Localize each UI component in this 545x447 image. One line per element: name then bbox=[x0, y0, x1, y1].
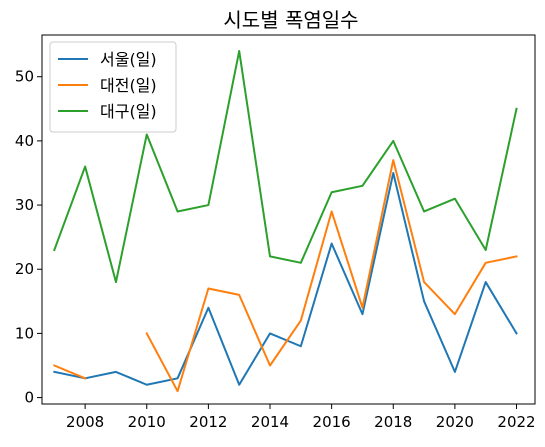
x-tick-label: 2016 bbox=[313, 413, 351, 431]
plot-frame bbox=[41, 34, 536, 405]
y-tick-label: 10 bbox=[15, 324, 34, 342]
x-tick-label: 2010 bbox=[128, 413, 166, 431]
y-tick-label: 40 bbox=[15, 132, 34, 150]
legend-box bbox=[49, 41, 177, 133]
x-tick-label: 2018 bbox=[374, 413, 412, 431]
legend-label-1: 대전(일) bbox=[100, 76, 157, 95]
x-tick-label: 2020 bbox=[436, 413, 474, 431]
x-tick-label: 2022 bbox=[497, 413, 535, 431]
x-axis: 2008 2010 2012 2014 2016 2018 2020 2022 bbox=[66, 404, 536, 431]
y-tick-label: 20 bbox=[15, 260, 34, 278]
chart-title: 시도별 폭염일수 bbox=[223, 8, 358, 32]
series-line-0 bbox=[53, 171, 518, 386]
legend: 서울(일) 대전(일) 대구(일) bbox=[49, 41, 177, 133]
x-tick-label: 2014 bbox=[251, 413, 289, 431]
x-tick-label: 2012 bbox=[189, 413, 227, 431]
x-tick-label: 2008 bbox=[66, 413, 104, 431]
series-line-2 bbox=[53, 50, 518, 284]
plot-marks bbox=[53, 50, 518, 393]
series-line-1 bbox=[53, 159, 518, 393]
y-axis: 0 10 20 30 40 50 bbox=[15, 68, 42, 407]
y-tick-label: 50 bbox=[15, 68, 34, 86]
y-tick-label: 30 bbox=[15, 196, 34, 214]
y-tick-label: 0 bbox=[24, 389, 34, 407]
legend-label-0: 서울(일) bbox=[100, 50, 157, 69]
legend-label-2: 대구(일) bbox=[100, 102, 157, 121]
